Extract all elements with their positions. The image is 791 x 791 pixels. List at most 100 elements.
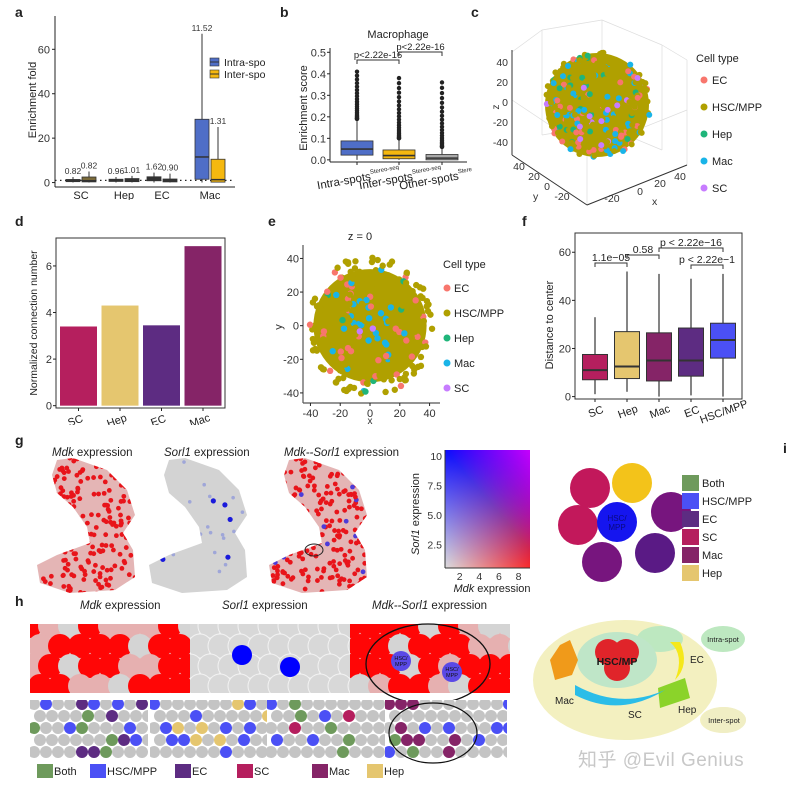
legend-label: HSC/MPP xyxy=(454,308,504,320)
mdk-spot xyxy=(348,470,354,475)
z-tick-label: 40 xyxy=(496,57,508,69)
scatter-point xyxy=(401,330,408,337)
scatter-point xyxy=(599,65,606,72)
spot xyxy=(190,734,202,746)
mdk-spot xyxy=(134,576,135,582)
scatter-point xyxy=(428,325,436,332)
box-inter-spot xyxy=(81,176,97,183)
mdk-spot xyxy=(358,577,364,582)
mdk-spot xyxy=(48,581,53,586)
spot xyxy=(488,674,510,693)
scatter-point xyxy=(393,371,400,378)
scatter-point xyxy=(334,337,341,344)
spot xyxy=(88,634,112,658)
spot xyxy=(413,710,425,722)
mdk-spot xyxy=(64,539,70,545)
mdk-spot xyxy=(120,588,126,593)
scatter-point xyxy=(561,99,568,106)
scatter-point xyxy=(610,115,617,122)
spot xyxy=(184,700,196,710)
spot xyxy=(208,746,220,758)
spot xyxy=(250,710,262,722)
mdk-spot xyxy=(312,540,318,546)
spot xyxy=(136,700,148,710)
x-tick-label: SC xyxy=(587,404,606,421)
scatter-point xyxy=(581,126,588,133)
mdk-spot xyxy=(135,577,140,582)
mdk-spot xyxy=(315,578,320,583)
y-axis-label: Distance to center xyxy=(544,280,556,369)
spot xyxy=(337,653,350,679)
mdk-spot xyxy=(368,493,373,498)
mdk-spot xyxy=(65,561,71,567)
mdk-spot xyxy=(71,504,77,509)
heatmap-magenta xyxy=(445,450,530,568)
chart-e-2d-scatter: z = 0 -40 -20 0 20 40 -40 -20 0 20 40 x y Cell type EC… xyxy=(273,231,504,425)
spot xyxy=(214,734,226,746)
spot xyxy=(196,722,208,734)
outlier-point xyxy=(354,84,360,89)
mdk-spot xyxy=(81,527,87,533)
mdk-spot xyxy=(109,591,114,593)
spot xyxy=(100,700,112,710)
scatter-point xyxy=(584,117,591,124)
mdk-spot xyxy=(127,462,133,467)
p-value-label: p < 2.22e−1 xyxy=(679,254,735,266)
mdk-spot xyxy=(99,464,105,470)
spot xyxy=(178,734,190,746)
spot xyxy=(188,679,190,693)
mdk-spot xyxy=(91,491,97,497)
mdk-spot xyxy=(327,523,332,529)
mdk-spot xyxy=(374,550,379,555)
mdk-spot xyxy=(126,572,132,578)
z-tick-label: 20 xyxy=(496,77,508,89)
x-tick-label: -20 xyxy=(332,408,348,420)
mdk-spot xyxy=(75,525,81,531)
mdk-spot xyxy=(91,569,97,574)
spot xyxy=(313,722,325,734)
spot xyxy=(34,710,46,722)
spot xyxy=(355,710,367,722)
x-tick-label: EC xyxy=(154,190,169,200)
mdk-spot xyxy=(78,564,84,570)
mdk-spot xyxy=(95,512,101,518)
spot xyxy=(160,722,172,734)
data-label: 1.01 xyxy=(124,165,141,175)
mdk-spot xyxy=(113,523,119,529)
mdk-spot xyxy=(357,589,363,593)
spot xyxy=(208,700,220,710)
spot xyxy=(188,639,190,653)
spot xyxy=(337,624,350,639)
scatter-point xyxy=(644,98,651,105)
mdk-spot xyxy=(289,590,295,593)
scatter-point xyxy=(402,279,410,287)
y-tick-label: 7.5 xyxy=(427,480,442,492)
mdk-spot xyxy=(279,483,285,489)
mdk-spot xyxy=(305,483,311,489)
spot xyxy=(418,624,442,638)
spot xyxy=(307,734,319,746)
spot xyxy=(455,700,467,710)
scatter-point xyxy=(618,133,625,140)
spot xyxy=(128,674,152,693)
mdk-spot xyxy=(115,463,121,468)
bar-mac xyxy=(184,246,222,406)
mdk-spot xyxy=(63,557,68,563)
spot xyxy=(509,710,520,722)
x-tick-label: Mac xyxy=(648,403,672,422)
y-tick-label: 0 xyxy=(293,321,299,333)
spot xyxy=(388,674,412,693)
scatter-point xyxy=(354,281,362,289)
mdk-spot xyxy=(336,534,342,540)
plot-frame xyxy=(55,237,226,409)
spot xyxy=(295,710,307,722)
mac-label: Mac xyxy=(555,696,574,707)
spot xyxy=(158,624,182,638)
mdk-spot xyxy=(303,538,309,544)
mdk-spot xyxy=(81,577,87,582)
mdk-spot xyxy=(59,465,65,471)
scatter-point xyxy=(605,129,612,136)
spot xyxy=(347,638,350,654)
scatter-point xyxy=(627,61,634,68)
